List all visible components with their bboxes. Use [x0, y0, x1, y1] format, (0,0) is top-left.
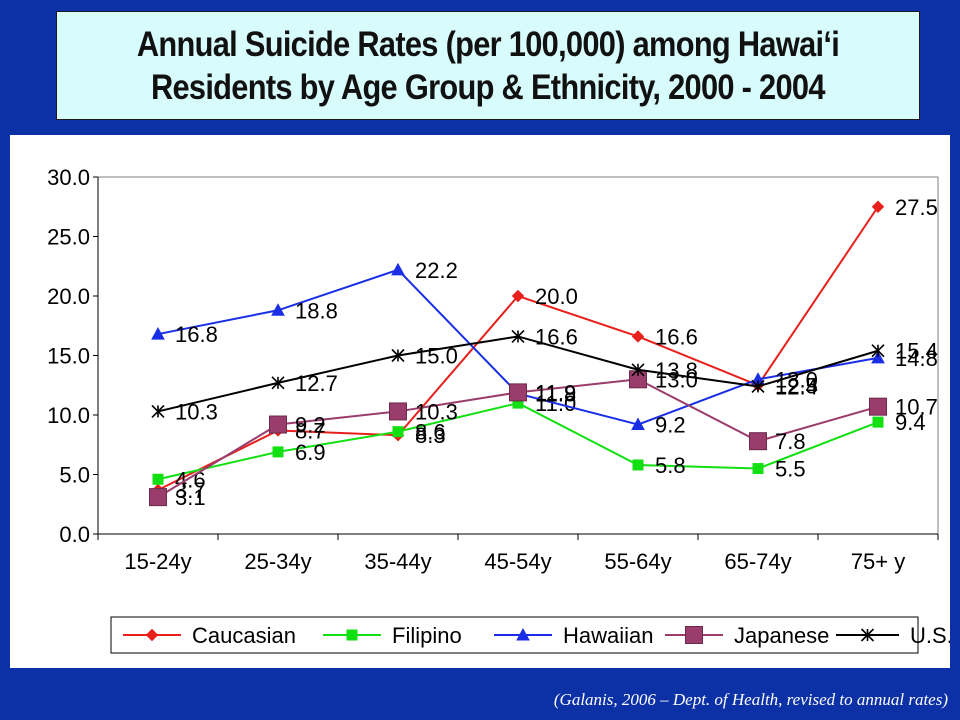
x-tick-label: 65-74y — [724, 549, 791, 574]
chart-title-box: Annual Suicide Rates (per 100,000) among… — [56, 11, 920, 120]
data-label: 10.7 — [895, 395, 938, 420]
x-tick-label: 15-24y — [124, 549, 191, 574]
data-label: 7.8 — [775, 429, 806, 454]
legend-marker — [860, 628, 875, 642]
x-tick-label: 75+ y — [851, 549, 905, 574]
data-label: 13.8 — [655, 358, 698, 383]
data-point — [871, 344, 885, 358]
y-tick-label: 0.0 — [59, 522, 90, 547]
data-label: 3.1 — [175, 485, 206, 510]
data-label: 16.8 — [175, 322, 218, 347]
data-label: 22.2 — [415, 258, 458, 283]
data-label: 13.0 — [655, 367, 698, 392]
legend-marker — [516, 627, 530, 641]
data-label: 8.6 — [415, 420, 446, 445]
data-label: 3.7 — [175, 478, 206, 503]
legend-label: Japanese — [734, 623, 829, 648]
data-point — [871, 200, 885, 213]
data-point — [631, 330, 645, 343]
data-point — [389, 402, 407, 421]
data-point — [271, 303, 285, 316]
data-point — [392, 426, 404, 438]
data-label: 14.8 — [895, 346, 938, 371]
chart-title-line-2: Residents by Age Group & Ethnicity, 2000… — [151, 67, 826, 107]
data-label: 10.3 — [415, 399, 458, 424]
source-note: (Galanis, 2006 – Dept. of Health, revise… — [553, 690, 948, 709]
data-label: 16.6 — [535, 324, 578, 349]
data-point — [631, 417, 645, 431]
data-point — [632, 459, 644, 471]
x-tick-label: 35-44y — [364, 549, 431, 574]
data-label: 10.3 — [175, 399, 218, 424]
data-point — [752, 463, 764, 475]
y-tick-label: 25.0 — [47, 225, 90, 250]
data-point — [272, 446, 284, 458]
legend-marker — [145, 628, 159, 642]
series-line — [157, 206, 879, 491]
data-point — [151, 404, 165, 418]
data-label: 15.4 — [895, 339, 938, 364]
data-label: 20.0 — [535, 284, 578, 309]
data-point — [872, 416, 884, 428]
data-point — [511, 329, 525, 344]
data-point — [152, 473, 164, 485]
y-tick-label: 10.0 — [47, 403, 90, 428]
chart-title-line-1: Annual Suicide Rates (per 100,000) among… — [136, 24, 840, 64]
legend-marker — [685, 626, 703, 644]
legend-marker — [346, 629, 358, 641]
legend-label: Filipino — [392, 623, 462, 648]
data-label: 9.2 — [295, 413, 326, 438]
data-point — [871, 350, 885, 364]
data-label: 12.4 — [775, 374, 818, 399]
y-tick-label: 30.0 — [47, 165, 90, 190]
data-label: 15.0 — [415, 344, 458, 369]
data-label: 12.7 — [295, 371, 338, 396]
data-point — [151, 327, 165, 340]
data-point — [391, 348, 405, 363]
data-label: 18.8 — [295, 298, 338, 323]
data-label: 9.4 — [895, 410, 926, 435]
data-point — [751, 379, 765, 394]
data-label: 12.5 — [775, 373, 818, 398]
data-point — [749, 432, 767, 451]
legend-label: U.S. — [910, 623, 950, 648]
line-chart: 0.0 5.0 10.0 15.0 20.0 25.0 30.0 15-24y 25-34y 35… — [47, 165, 950, 654]
y-tick-label: 20.0 — [47, 284, 90, 309]
data-point — [511, 289, 525, 303]
data-label: 9.2 — [655, 413, 686, 438]
chart-panel: 0.0 5.0 10.0 15.0 20.0 25.0 30.0 15-24y 25-34y 35… — [10, 135, 950, 668]
data-point — [149, 488, 167, 507]
data-label: 5.8 — [655, 453, 686, 478]
data-label: 27.5 — [895, 195, 938, 220]
data-point — [631, 363, 645, 377]
series-line — [157, 402, 879, 481]
legend-label: Caucasian — [192, 623, 296, 648]
data-point — [869, 397, 887, 416]
data-label: 11.8 — [535, 382, 576, 407]
data-point — [509, 383, 527, 402]
plot-area-frame — [97, 176, 939, 535]
x-tick-label: 55-64y — [604, 549, 671, 574]
data-label: 6.9 — [295, 440, 326, 465]
legend-label: Hawaiian — [563, 623, 654, 648]
y-tick-label: 5.0 — [59, 463, 90, 488]
data-point — [391, 262, 405, 276]
data-label: 5.5 — [775, 457, 806, 482]
x-tick-label: 25-34y — [244, 549, 311, 574]
data-label: 16.6 — [655, 324, 698, 349]
data-point — [269, 415, 287, 434]
data-label: 11.9 — [535, 380, 576, 405]
data-point — [271, 376, 285, 390]
y-tick-label: 15.0 — [47, 344, 90, 369]
x-tick-label: 45-54y — [484, 549, 551, 574]
